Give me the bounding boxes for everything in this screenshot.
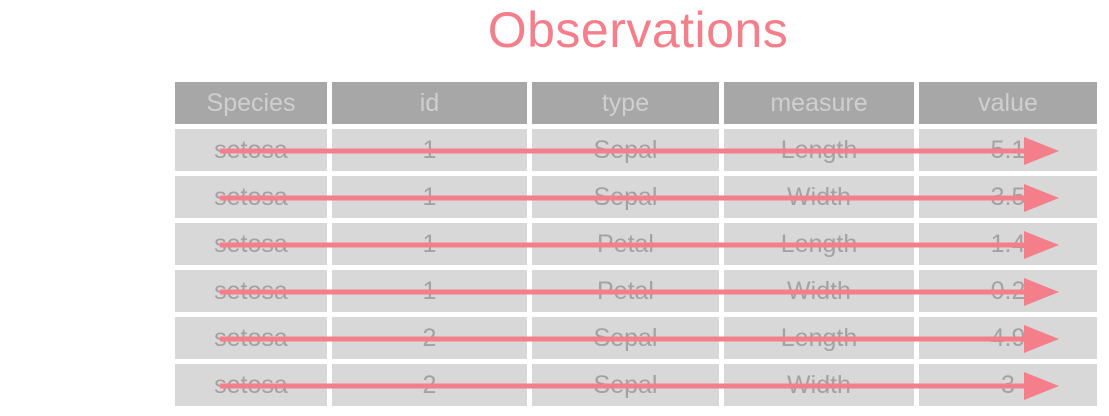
header-value: value xyxy=(919,82,1097,124)
table-row: setosa 1 Sepal Length 5.1 xyxy=(175,129,1107,171)
cell-id: 1 xyxy=(332,270,527,312)
table-row: setosa 2 Sepal Length 4.9 xyxy=(175,317,1107,359)
cell-species: setosa xyxy=(175,223,327,265)
cell-measure: Length xyxy=(724,129,914,171)
cell-type: Sepal xyxy=(532,176,719,218)
cell-id: 1 xyxy=(332,223,527,265)
cell-species: setosa xyxy=(175,317,327,359)
cell-id: 1 xyxy=(332,129,527,171)
cell-measure: Length xyxy=(724,317,914,359)
cell-measure: Width xyxy=(724,270,914,312)
cell-value: 3 xyxy=(919,364,1097,406)
diagram-title: Observations xyxy=(487,2,789,58)
cell-type: Petal xyxy=(532,270,719,312)
cell-measure: Width xyxy=(724,364,914,406)
table-header-row: Species id type measure value xyxy=(175,82,1107,124)
header-type: type xyxy=(532,82,719,124)
cell-type: Sepal xyxy=(532,317,719,359)
cell-species: setosa xyxy=(175,176,327,218)
cell-value: 5.1 xyxy=(919,129,1097,171)
cell-measure: Width xyxy=(724,176,914,218)
cell-value: 0.2 xyxy=(919,270,1097,312)
table-row: setosa 1 Petal Length 1.4 xyxy=(175,223,1107,265)
header-id: id xyxy=(332,82,527,124)
observations-table: Species id type measure value setosa 1 S… xyxy=(175,82,1107,411)
cell-species: setosa xyxy=(175,129,327,171)
table-row: setosa 2 Sepal Width 3 xyxy=(175,364,1107,406)
header-species: Species xyxy=(175,82,327,124)
cell-value: 3.5 xyxy=(919,176,1097,218)
cell-value: 4.9 xyxy=(919,317,1097,359)
cell-id: 2 xyxy=(332,364,527,406)
cell-measure: Length xyxy=(724,223,914,265)
header-measure: measure xyxy=(724,82,914,124)
table-row: setosa 1 Sepal Width 3.5 xyxy=(175,176,1107,218)
cell-id: 1 xyxy=(332,176,527,218)
cell-type: Sepal xyxy=(532,129,719,171)
table-row: setosa 1 Petal Width 0.2 xyxy=(175,270,1107,312)
cell-value: 1.4 xyxy=(919,223,1097,265)
cell-species: setosa xyxy=(175,270,327,312)
cell-type: Sepal xyxy=(532,364,719,406)
cell-species: setosa xyxy=(175,364,327,406)
cell-id: 2 xyxy=(332,317,527,359)
cell-type: Petal xyxy=(532,223,719,265)
